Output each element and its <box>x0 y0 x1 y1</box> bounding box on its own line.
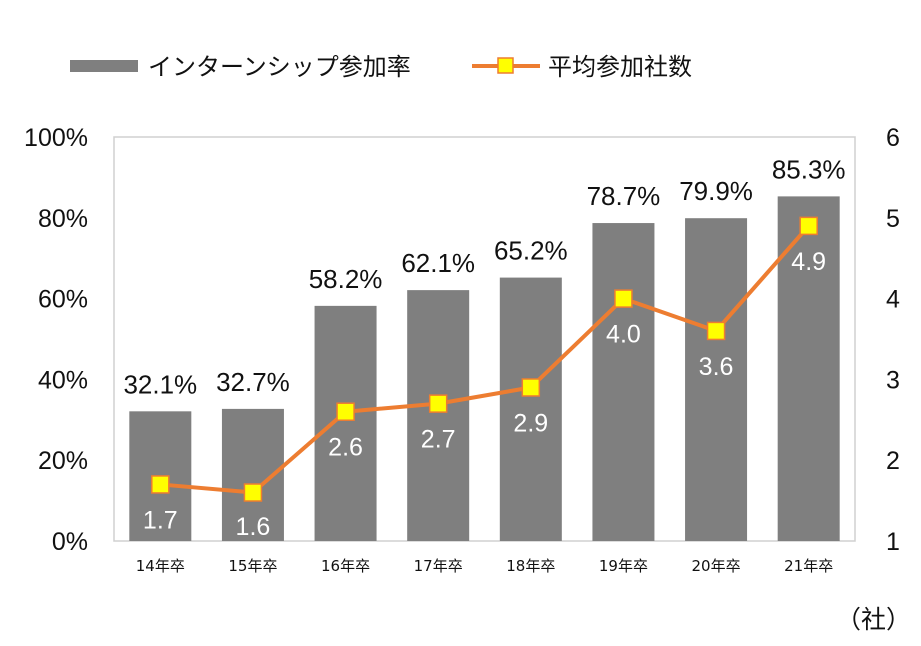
bar-value-label: 32.7% <box>216 367 290 397</box>
bar-value-label: 85.3% <box>772 154 846 184</box>
bar-value-label: 79.9% <box>679 176 753 206</box>
line-value-label: 2.6 <box>328 434 363 462</box>
legend-swatch-bar <box>70 60 138 72</box>
line-marker <box>614 289 633 308</box>
line-value-label: 2.9 <box>513 409 548 437</box>
line-value-label: 3.6 <box>699 353 734 381</box>
x-tick-label: 17年卒 <box>414 557 463 575</box>
y-left-tick-label: 40% <box>38 366 88 394</box>
y-left-tick-label: 100% <box>24 124 88 152</box>
line-value-label: 4.0 <box>606 321 641 349</box>
bar-value-label: 58.2% <box>309 264 383 294</box>
legend-swatch-marker <box>497 57 514 74</box>
y-left-tick-label: 60% <box>38 286 88 314</box>
y-right-tick-label: 4 <box>886 286 900 314</box>
y-right-tick-label: 6 <box>886 124 900 152</box>
bar <box>407 290 470 541</box>
line-value-label: 2.7 <box>421 426 456 454</box>
x-tick-label: 21年卒 <box>784 557 833 575</box>
bar-value-labels: 32.1% 32.7% 58.2% 62.1% 65.2% 78.7% 79.9% 85.3% <box>123 154 845 399</box>
y-right-tick-label: 3 <box>886 366 900 394</box>
line-marker <box>336 402 355 421</box>
x-tick-label: 18年卒 <box>506 557 555 575</box>
y-axis-right: 1 2 3 4 5 6 <box>886 124 900 556</box>
line-marker <box>428 394 448 413</box>
legend-label-line: 平均参加社数 <box>548 53 692 81</box>
bar <box>777 196 840 541</box>
y-left-tick-label: 0% <box>52 528 88 556</box>
line-path <box>160 224 811 495</box>
legend: インターンシップ参加率 平均参加社数 <box>70 53 692 81</box>
line-marker <box>151 475 170 494</box>
line-value-label: 4.9 <box>791 248 826 276</box>
line-value-labels: 1.7 1.6 2.6 2.7 2.9 4.0 3.6 4.9 <box>143 248 826 541</box>
y-right-tick-label: 5 <box>886 205 900 233</box>
bar <box>685 218 748 542</box>
x-tick-label: 14年卒 <box>136 557 185 575</box>
x-tick-label: 20年卒 <box>692 557 741 575</box>
y-left-tick-label: 80% <box>38 205 88 233</box>
x-tick-label: 15年卒 <box>228 557 277 575</box>
x-tick-label: 19年卒 <box>599 557 648 575</box>
bar <box>314 305 377 541</box>
bar <box>499 277 562 541</box>
bar-value-label: 32.1% <box>123 369 197 399</box>
legend-label-bar: インターンシップ参加率 <box>148 53 411 81</box>
y-axis-left: 0% 20% 40% 60% 80% 100% <box>24 124 88 556</box>
y-right-tick-label: 2 <box>886 447 900 475</box>
x-tick-label: 16年卒 <box>321 557 370 575</box>
y-right-tick-label: 1 <box>886 528 900 556</box>
bar-value-label: 65.2% <box>494 236 568 266</box>
line-marker <box>243 483 263 502</box>
bar-value-label: 78.7% <box>587 181 661 211</box>
bar-value-label: 62.1% <box>401 248 475 278</box>
bar-series <box>129 196 840 542</box>
line-marker <box>799 216 818 236</box>
bar <box>592 223 655 541</box>
line-value-label: 1.7 <box>143 506 178 534</box>
line-marker <box>521 378 541 397</box>
line-value-label: 1.6 <box>236 513 271 541</box>
line-series <box>151 216 818 502</box>
line-marker <box>706 321 726 341</box>
x-axis: 14年卒 15年卒 16年卒 17年卒 18年卒 19年卒 20年卒 21年卒 <box>136 557 833 575</box>
plot-area-border <box>113 136 856 542</box>
right-axis-unit: （社） <box>836 605 911 634</box>
y-left-tick-label: 20% <box>38 447 88 475</box>
